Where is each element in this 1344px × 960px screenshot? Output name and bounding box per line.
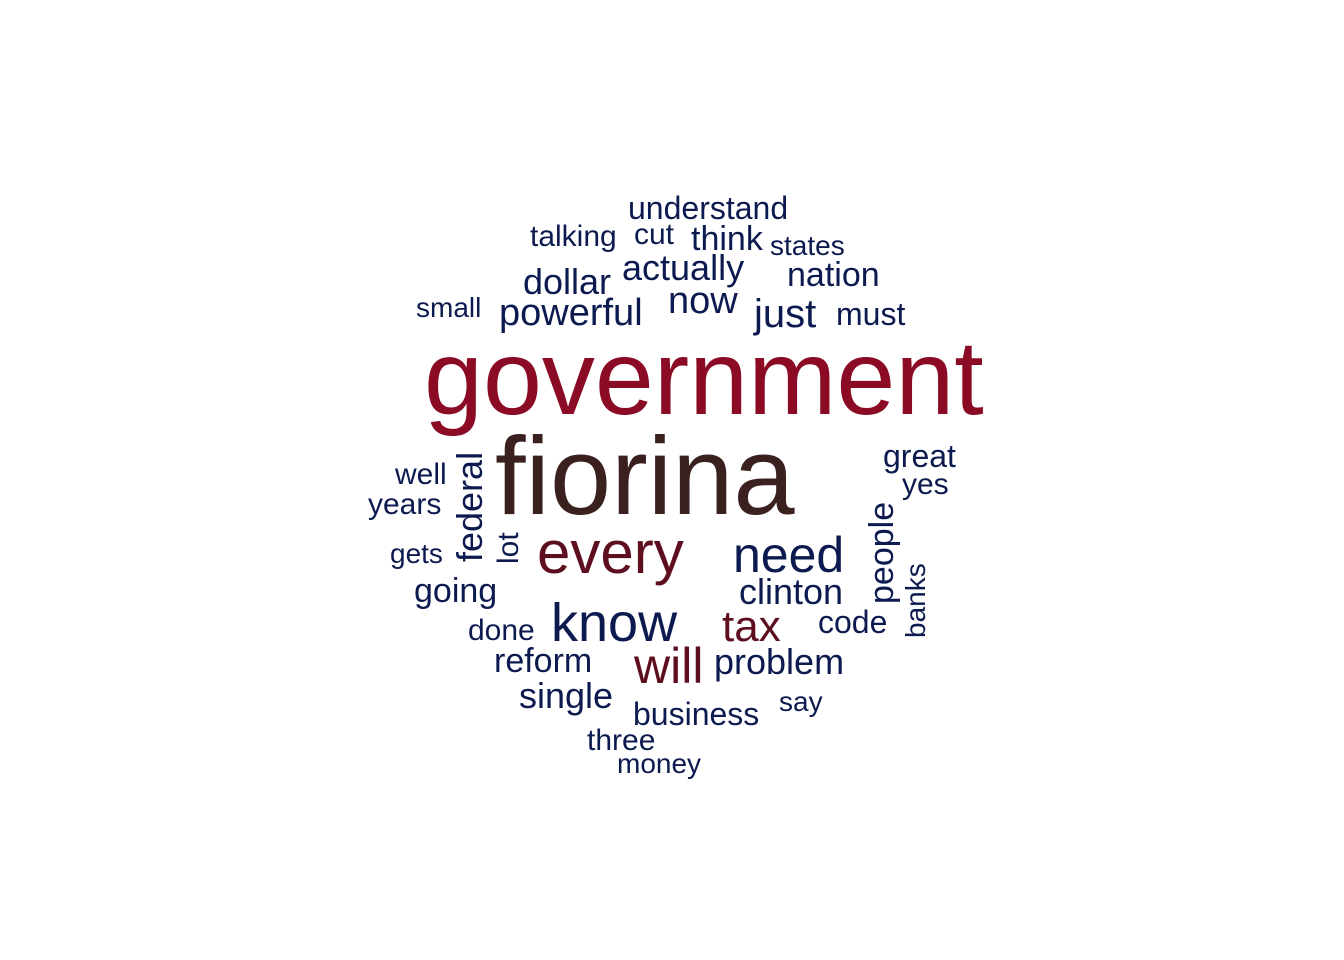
word-done: done bbox=[468, 614, 535, 647]
word-small: small bbox=[416, 292, 482, 323]
word-people: people bbox=[863, 501, 901, 604]
word-clinton: clinton bbox=[739, 571, 844, 612]
word-states: states bbox=[770, 230, 845, 261]
word-powerful: powerful bbox=[499, 292, 643, 334]
word-well: well bbox=[395, 458, 447, 491]
word-problem: problem bbox=[714, 641, 845, 682]
word-will: will bbox=[634, 638, 704, 694]
word-yes: yes bbox=[902, 468, 949, 501]
word-need: need bbox=[733, 527, 845, 583]
word-say: say bbox=[779, 686, 823, 717]
word-business: business bbox=[633, 696, 760, 732]
word-three: three bbox=[587, 724, 656, 757]
word-fiorina: fiorina bbox=[495, 415, 795, 538]
word-money: money bbox=[617, 748, 702, 779]
word-know: know bbox=[551, 593, 678, 653]
word-must: must bbox=[836, 296, 906, 332]
word-code: code bbox=[818, 604, 888, 640]
word-single: single bbox=[519, 675, 614, 716]
word-government: government bbox=[424, 319, 984, 437]
word-now: now bbox=[668, 280, 738, 322]
word-years: years bbox=[368, 488, 442, 521]
word-banks: banks bbox=[900, 563, 931, 638]
word-just: just bbox=[754, 292, 817, 336]
word-every: every bbox=[537, 519, 684, 586]
word-federal: federal bbox=[449, 451, 490, 562]
word-tax: tax bbox=[722, 602, 781, 651]
word-reform: reform bbox=[494, 642, 593, 680]
word-talking: talking bbox=[530, 220, 617, 253]
word-actually: actually bbox=[622, 247, 745, 288]
word-dollar: dollar bbox=[523, 261, 612, 302]
word-think: think bbox=[691, 220, 763, 258]
word-great: great bbox=[883, 438, 956, 474]
word-nation: nation bbox=[787, 256, 880, 294]
word-understand: understand bbox=[628, 190, 789, 226]
word-cut: cut bbox=[634, 218, 675, 251]
word-going: going bbox=[414, 572, 498, 610]
word-lot: lot bbox=[492, 532, 525, 564]
word-gets: gets bbox=[390, 538, 443, 569]
